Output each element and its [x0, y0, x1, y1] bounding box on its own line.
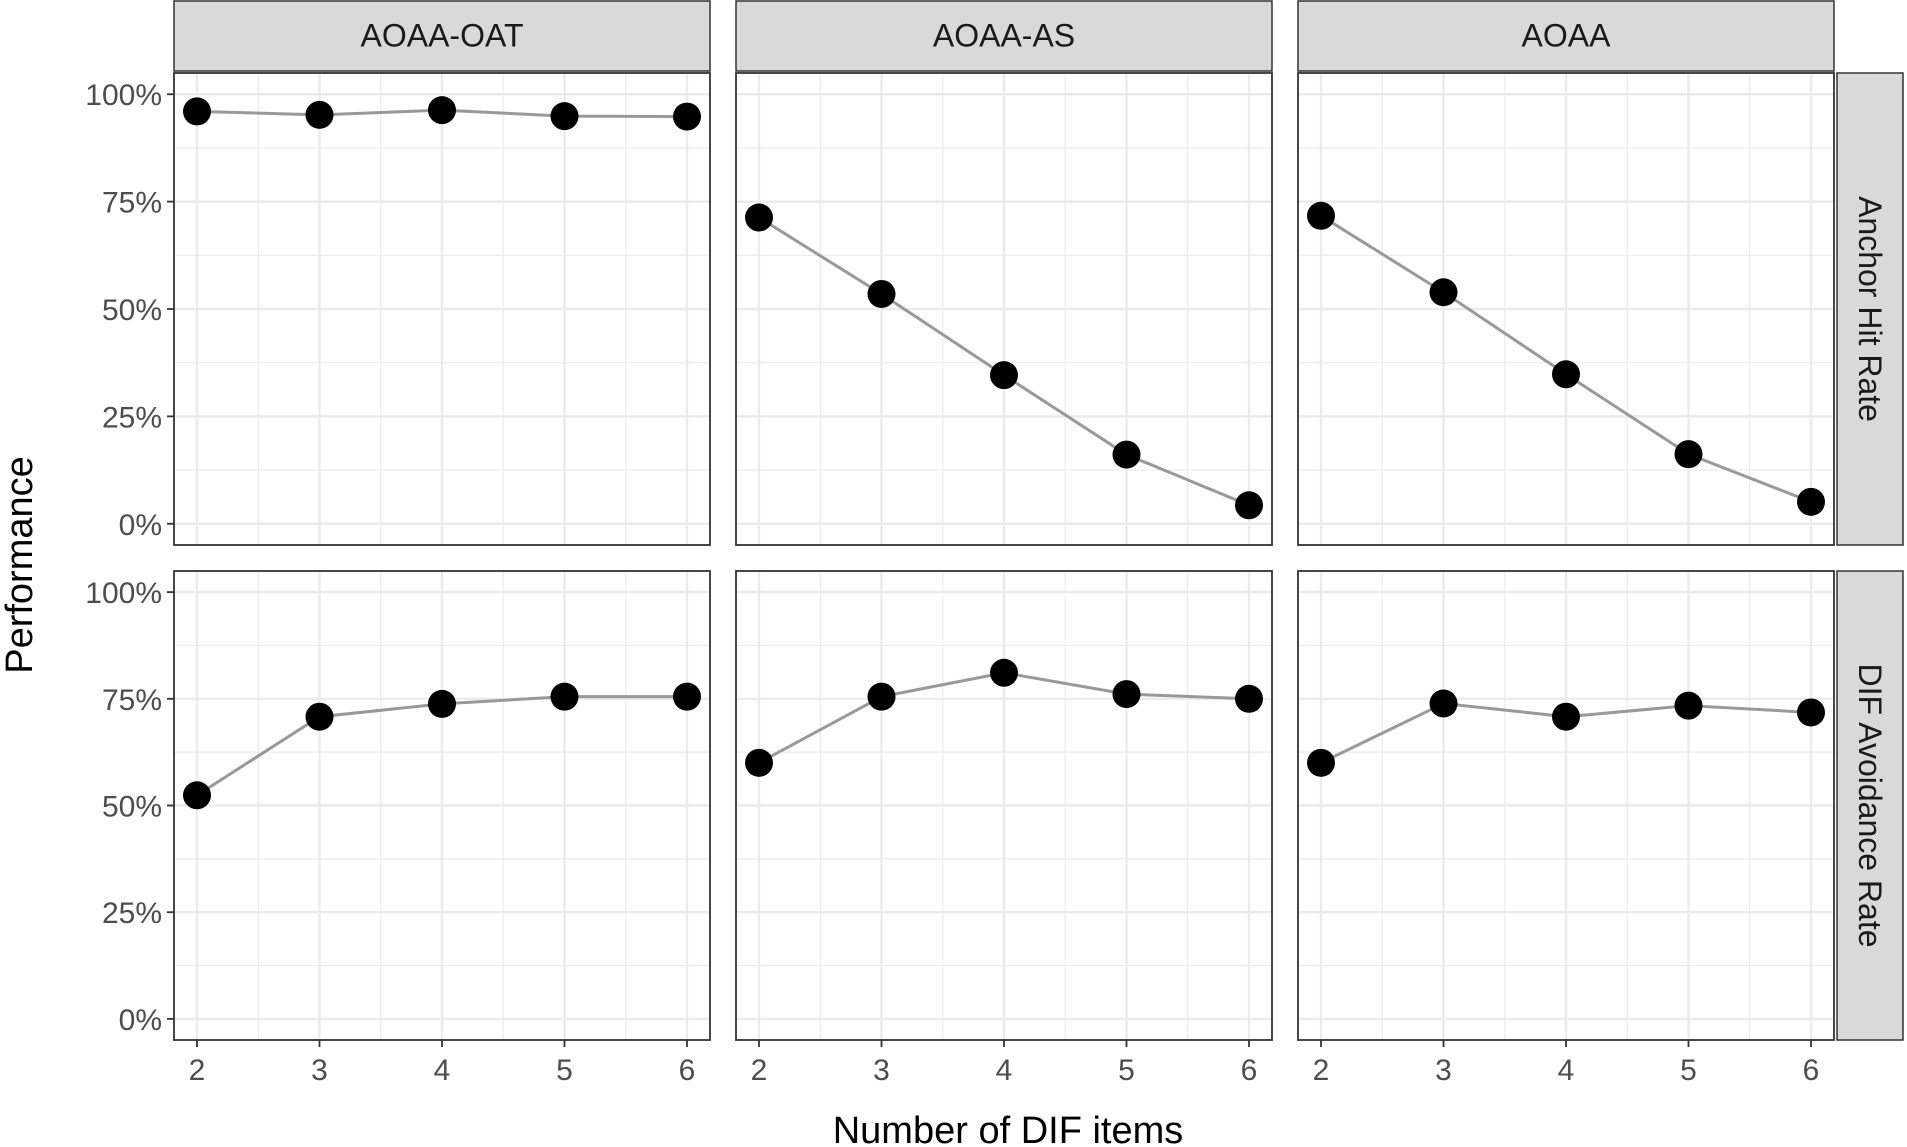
data-point — [990, 361, 1018, 390]
x-tick-label: 3 — [1435, 1054, 1452, 1087]
data-point — [673, 682, 701, 711]
row-strip-label: DIF Avoidance Rate — [1852, 663, 1888, 947]
data-point — [1429, 689, 1458, 718]
panel-border — [735, 72, 1273, 546]
x-tick-label: 6 — [679, 1054, 696, 1087]
row-strip — [1836, 570, 1904, 1041]
y-tick-label: 25% — [102, 897, 162, 930]
y-tick-label: 25% — [102, 401, 162, 434]
data-point — [745, 203, 773, 232]
x-tick-label: 2 — [1313, 1054, 1330, 1087]
data-point — [1797, 698, 1825, 727]
panel — [173, 72, 711, 546]
panel — [173, 570, 711, 1041]
x-axis-title: Number of DIF items — [833, 1110, 1184, 1147]
data-point — [990, 658, 1018, 687]
y-tick-label: 50% — [102, 294, 162, 327]
y-axis-title: Performance — [0, 456, 41, 674]
x-tick-label: 4 — [996, 1054, 1013, 1087]
column-strip — [1297, 0, 1835, 72]
panel — [1297, 72, 1835, 546]
data-point — [1552, 360, 1580, 389]
row-strip — [1836, 72, 1904, 546]
data-point — [1674, 691, 1703, 720]
data-point — [428, 689, 456, 718]
data-point — [1112, 440, 1141, 469]
y-tick-label: 0% — [119, 509, 162, 542]
x-tick-label: 5 — [1118, 1054, 1135, 1087]
data-point — [1235, 684, 1263, 713]
x-tick-label: 6 — [1803, 1054, 1820, 1087]
data-point — [550, 102, 579, 131]
data-point — [867, 279, 896, 308]
row-strip-label: Anchor Hit Rate — [1852, 196, 1888, 422]
data-point — [550, 682, 579, 711]
data-point — [305, 100, 334, 129]
x-tick-label: 2 — [751, 1054, 768, 1087]
y-tick-label: 50% — [102, 791, 162, 824]
x-tick-label: 3 — [873, 1054, 890, 1087]
column-strip-label: AOAA-OAT — [361, 18, 524, 54]
data-point — [183, 781, 211, 810]
data-point — [1307, 748, 1335, 777]
column-strip-label: AOAA-AS — [933, 18, 1075, 54]
panel — [735, 72, 1273, 546]
data-point — [673, 102, 701, 131]
x-tick-label: 4 — [434, 1054, 451, 1087]
data-point — [1674, 440, 1703, 469]
y-tick-label: 100% — [85, 79, 162, 112]
x-tick-label: 4 — [1558, 1054, 1575, 1087]
data-point — [1235, 491, 1263, 520]
panel — [1297, 570, 1835, 1041]
panels — [173, 72, 1835, 1041]
data-point — [1797, 487, 1825, 516]
x-tick-label: 2 — [189, 1054, 206, 1087]
data-point — [183, 97, 211, 126]
column-strip — [173, 0, 711, 72]
column-strip-label: AOAA — [1522, 18, 1612, 54]
y-tick-label: 75% — [102, 187, 162, 220]
data-point — [1429, 278, 1458, 307]
data-point — [1307, 201, 1335, 230]
data-point — [428, 96, 456, 125]
column-strips: AOAA-OAT AOAA-AS AOAA — [173, 0, 1835, 72]
x-tick-label: 6 — [1241, 1054, 1258, 1087]
x-axes: 2 3 4 5 6 2 3 4 5 6 2 3 4 5 6 — [189, 1040, 1820, 1087]
row-strips: Anchor Hit Rate DIF Avoidance Rate — [1836, 72, 1904, 1041]
y-tick-label: 0% — [119, 1004, 162, 1037]
column-strip — [735, 0, 1273, 72]
data-point — [1112, 680, 1141, 709]
x-tick-label: 5 — [556, 1054, 573, 1087]
data-point — [867, 682, 896, 711]
data-point — [1552, 702, 1580, 731]
y-axes: 0% 25% 50% 75% 100% 0% 25% 50% 75% 100% — [85, 79, 174, 1037]
data-point — [745, 748, 773, 777]
y-tick-label: 100% — [85, 577, 162, 610]
data-point — [305, 702, 334, 731]
x-tick-label: 5 — [1680, 1054, 1697, 1087]
y-tick-label: 75% — [102, 684, 162, 717]
panel-border — [1297, 72, 1835, 546]
x-tick-label: 3 — [311, 1054, 328, 1087]
panel — [735, 570, 1273, 1041]
